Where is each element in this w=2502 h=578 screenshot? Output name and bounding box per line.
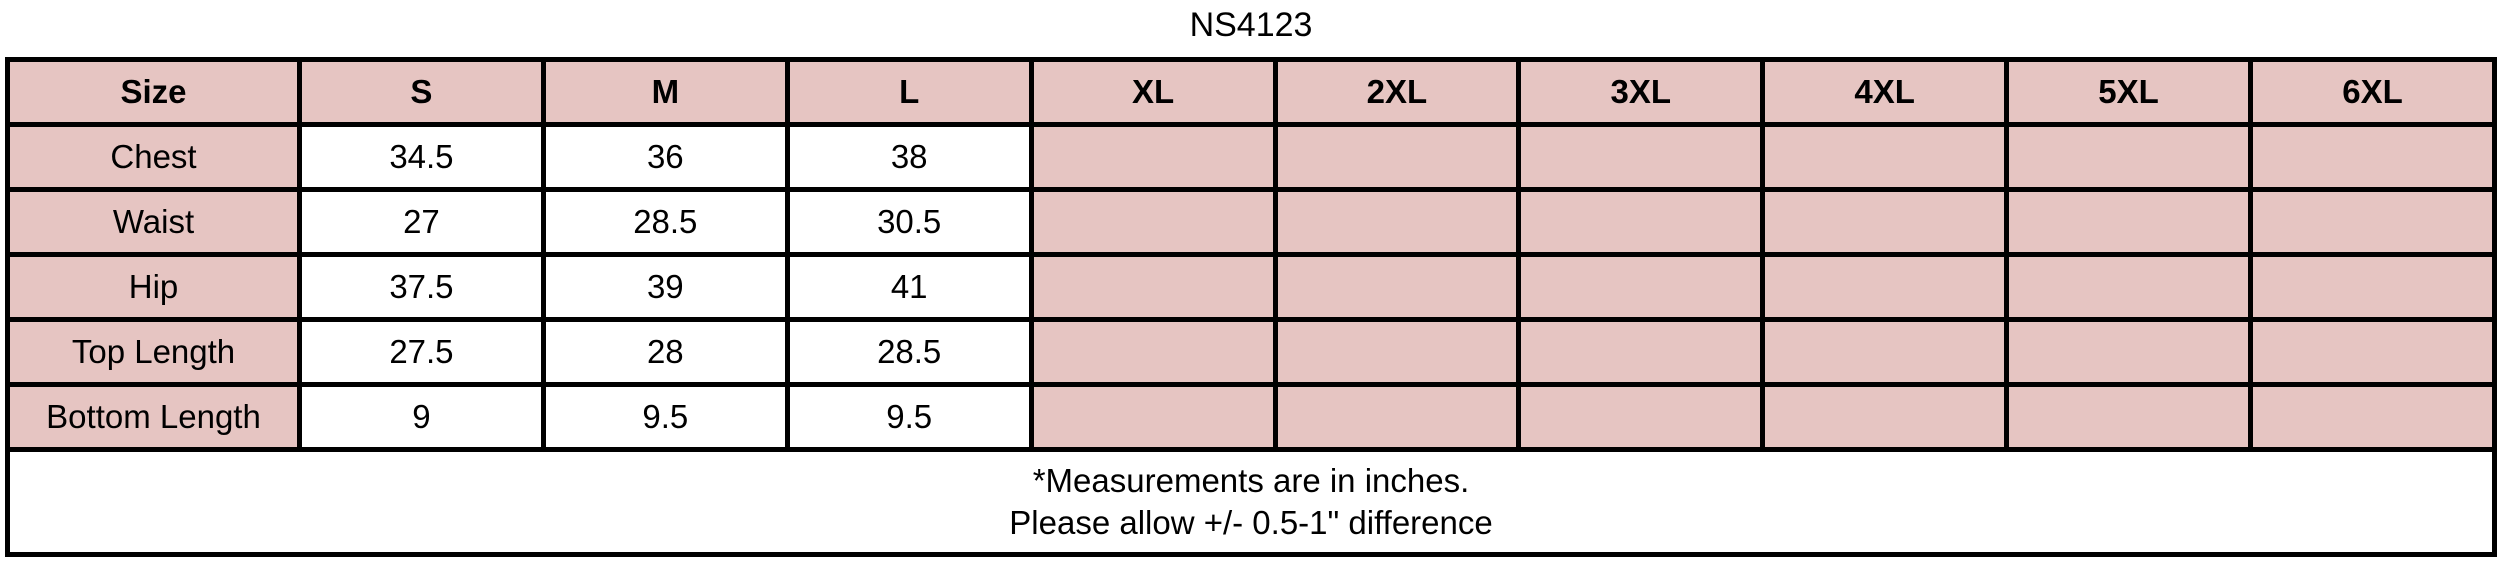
cell-value: 27.5 xyxy=(297,317,546,387)
header-row: Size S M L XL 2XL 3XL 4XL 5XL 6XL xyxy=(5,57,2497,127)
empty-cell xyxy=(1272,317,1522,387)
empty-cell xyxy=(2248,252,2497,322)
cell-value: 30.5 xyxy=(784,187,1034,257)
empty-cell xyxy=(2004,252,2253,322)
row-label-waist: Waist xyxy=(5,187,302,257)
empty-cell xyxy=(1516,317,1766,387)
empty-cell xyxy=(1272,382,1522,452)
row-label-bottom-length: Bottom Length xyxy=(5,382,302,452)
empty-cell xyxy=(2248,187,2497,257)
empty-cell xyxy=(2004,122,2253,192)
empty-cell xyxy=(1028,187,1278,257)
cell-value: 9 xyxy=(297,382,546,452)
header-cell-4xl: 4XL xyxy=(1760,57,2010,127)
header-cell-6xl: 6XL xyxy=(2248,57,2497,127)
header-cell-s: S xyxy=(297,57,546,127)
size-chart-table: Size S M L XL 2XL 3XL 4XL 5XL 6XL Chest … xyxy=(5,57,2497,557)
cell-value: 37.5 xyxy=(297,252,546,322)
header-cell-size: Size xyxy=(5,57,302,127)
product-code-title: NS4123 xyxy=(1189,6,1313,44)
cell-value: 41 xyxy=(784,252,1034,322)
empty-cell xyxy=(1516,122,1766,192)
table-row-top-length: Top Length 27.5 28 28.5 xyxy=(5,317,2497,387)
empty-cell xyxy=(1760,252,2010,322)
table-row-chest: Chest 34.5 36 38 xyxy=(5,122,2497,192)
table-row-waist: Waist 27 28.5 30.5 xyxy=(5,187,2497,257)
footnote-cell: *Measurements are in inches. Please allo… xyxy=(5,447,2497,557)
empty-cell xyxy=(1272,122,1522,192)
header-cell-5xl: 5XL xyxy=(2004,57,2253,127)
empty-cell xyxy=(1760,187,2010,257)
table-row-bottom-length: Bottom Length 9 9.5 9.5 xyxy=(5,382,2497,452)
empty-cell xyxy=(2248,317,2497,387)
empty-cell xyxy=(2004,187,2253,257)
cell-value: 39 xyxy=(540,252,790,322)
empty-cell xyxy=(1516,252,1766,322)
cell-value: 9.5 xyxy=(784,382,1034,452)
cell-value: 28.5 xyxy=(784,317,1034,387)
footnote-line-2: Please allow +/- 0.5-1" difference xyxy=(1009,504,1493,541)
cell-value: 34.5 xyxy=(297,122,546,192)
header-cell-2xl: 2XL xyxy=(1272,57,1522,127)
header-cell-m: M xyxy=(540,57,790,127)
empty-cell xyxy=(1028,122,1278,192)
header-cell-l: L xyxy=(784,57,1034,127)
row-label-top-length: Top Length xyxy=(5,317,302,387)
empty-cell xyxy=(2004,382,2253,452)
empty-cell xyxy=(1272,187,1522,257)
empty-cell xyxy=(1028,252,1278,322)
empty-cell xyxy=(1760,122,2010,192)
empty-cell xyxy=(1272,252,1522,322)
empty-cell xyxy=(1760,382,2010,452)
empty-cell xyxy=(1516,187,1766,257)
empty-cell xyxy=(1028,382,1278,452)
row-label-chest: Chest xyxy=(5,122,302,192)
cell-value: 36 xyxy=(540,122,790,192)
header-cell-3xl: 3XL xyxy=(1516,57,1766,127)
cell-value: 38 xyxy=(784,122,1034,192)
cell-value: 9.5 xyxy=(540,382,790,452)
footnote-line-1: *Measurements are in inches. xyxy=(1032,462,1470,499)
table-row-hip: Hip 37.5 39 41 xyxy=(5,252,2497,322)
empty-cell xyxy=(1760,317,2010,387)
cell-value: 27 xyxy=(297,187,546,257)
cell-value: 28.5 xyxy=(540,187,790,257)
header-cell-xl: XL xyxy=(1028,57,1278,127)
empty-cell xyxy=(2248,122,2497,192)
row-label-hip: Hip xyxy=(5,252,302,322)
empty-cell xyxy=(1516,382,1766,452)
footnote-row: *Measurements are in inches. Please allo… xyxy=(5,447,2497,557)
empty-cell xyxy=(2004,317,2253,387)
cell-value: 28 xyxy=(540,317,790,387)
empty-cell xyxy=(2248,382,2497,452)
empty-cell xyxy=(1028,317,1278,387)
